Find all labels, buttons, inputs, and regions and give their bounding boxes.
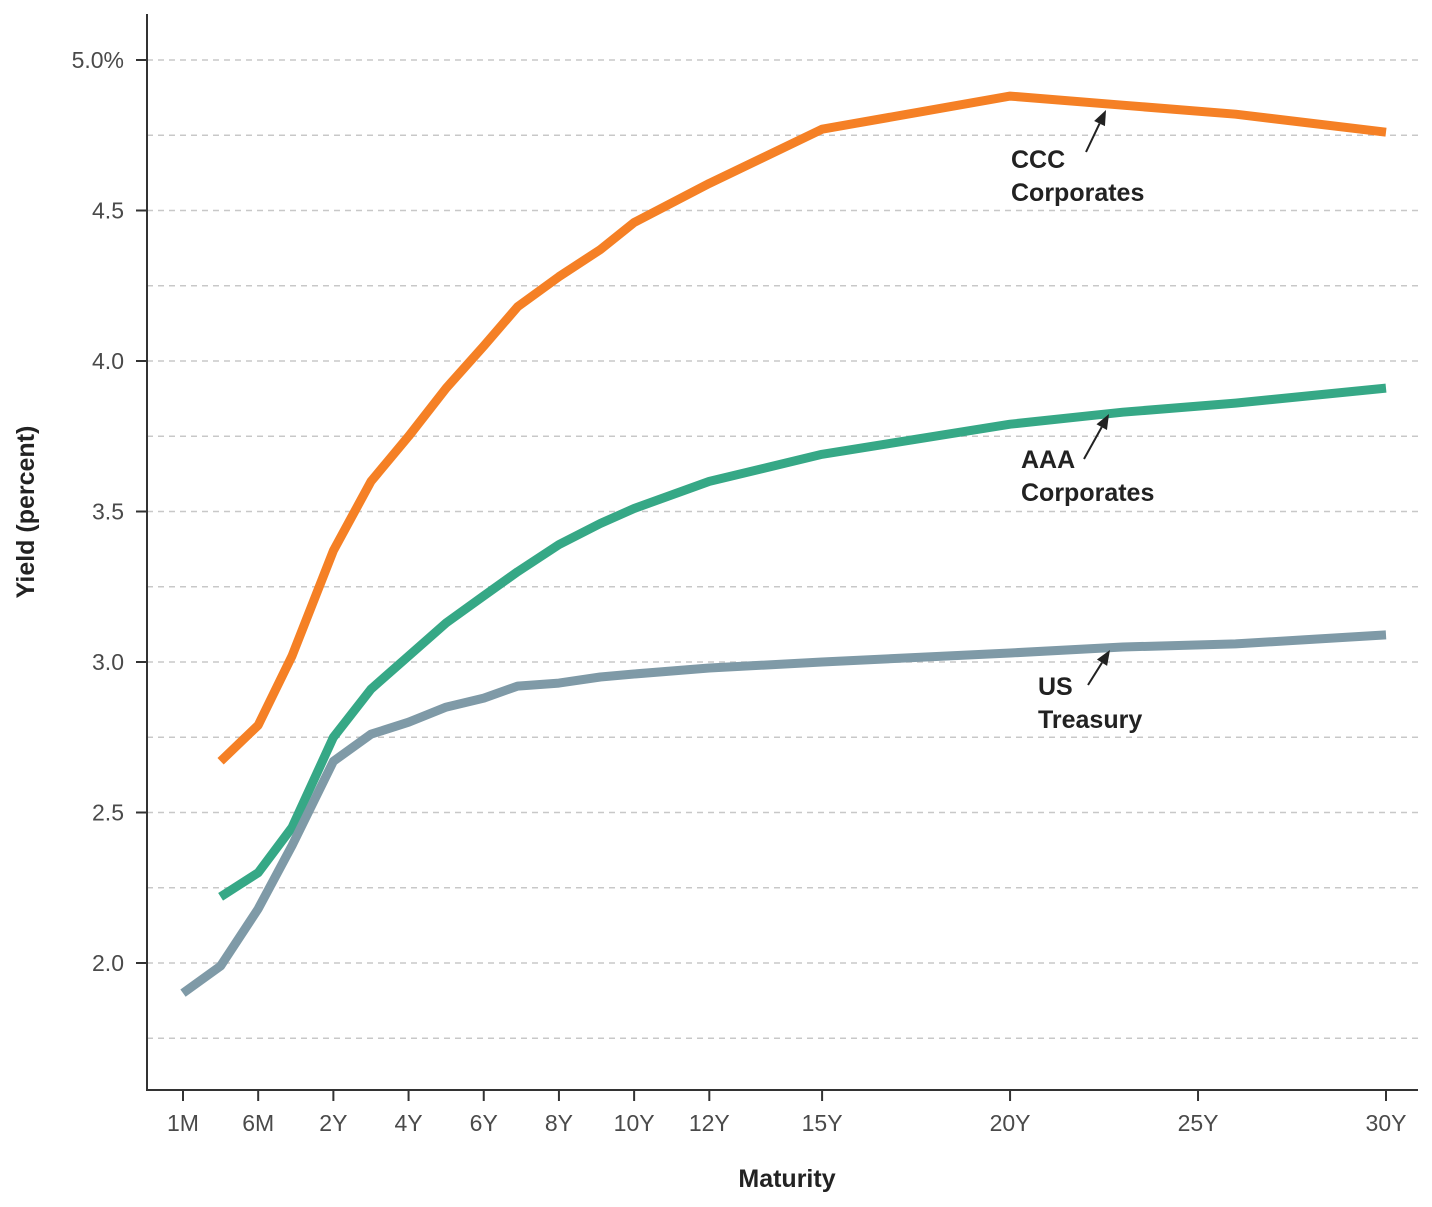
- x-tick-label: 1M: [167, 1110, 199, 1136]
- y-tick-labels: 2.0 2.5 3.0 3.5 4.0 4.5 5.0%: [72, 47, 124, 976]
- series-line-ccc-corporates: [217, 91, 1387, 765]
- series-label-ccc-corporates-line2: Corporates: [1011, 179, 1144, 207]
- series-label-us-treasury-line2: Treasury: [1038, 706, 1142, 734]
- x-tick-label: 4Y: [394, 1110, 422, 1136]
- x-tick-label: 12Y: [689, 1110, 730, 1136]
- series-annotations: CCC Corporates AAA Corporates US Treasury: [1011, 110, 1154, 734]
- x-tick-label: 8Y: [545, 1110, 573, 1136]
- series-line-aaa-corporates: [218, 383, 1387, 901]
- gridlines: [147, 59, 1418, 1039]
- x-tick-label: 10Y: [614, 1110, 655, 1136]
- y-tick-label: 3.5: [92, 499, 124, 525]
- series-label-aaa-corporates-line2: Corporates: [1021, 479, 1154, 507]
- annotation-arrowhead: [1096, 650, 1110, 666]
- axis-lines: [146, 14, 1418, 1091]
- y-axis-title: Yield (percent): [12, 426, 40, 599]
- y-tick-label: 4.5: [92, 198, 124, 224]
- annotation-arrowhead: [1096, 414, 1109, 431]
- x-tick-label: 30Y: [1366, 1110, 1407, 1136]
- series-lines: [180, 91, 1387, 997]
- x-axis-title: Maturity: [738, 1165, 835, 1193]
- y-tick-label: 4.0: [92, 348, 124, 374]
- series-label-aaa-corporates: AAA: [1021, 446, 1075, 474]
- annotation-arrow: [1083, 426, 1103, 460]
- annotation-arrow: [1085, 123, 1101, 153]
- series-label-us-treasury: US: [1038, 673, 1073, 701]
- y-tick-label: 2.0: [92, 950, 124, 976]
- series-line-us-treasury: [180, 630, 1387, 997]
- x-tick-label: 6M: [242, 1110, 274, 1136]
- x-tick-label: 20Y: [990, 1110, 1031, 1136]
- annotation-arrow: [1087, 662, 1103, 686]
- axes: [136, 14, 1418, 1101]
- series-label-ccc-corporates: CCC: [1011, 146, 1065, 174]
- x-tick-label: 25Y: [1178, 1110, 1219, 1136]
- annotation-arrowhead: [1094, 110, 1106, 127]
- y-tick-label: 3.0: [92, 649, 124, 675]
- x-tick-label: 2Y: [319, 1110, 347, 1136]
- y-tick-label: 2.5: [92, 800, 124, 826]
- x-tick-labels: 1M 6M 2Y 4Y 6Y 8Y 10Y 12Y 15Y 20Y 25Y 30Y: [167, 1110, 1406, 1136]
- x-tick-label: 15Y: [802, 1110, 843, 1136]
- y-tick-label: 5.0%: [72, 47, 124, 73]
- x-tick-label: 6Y: [470, 1110, 498, 1136]
